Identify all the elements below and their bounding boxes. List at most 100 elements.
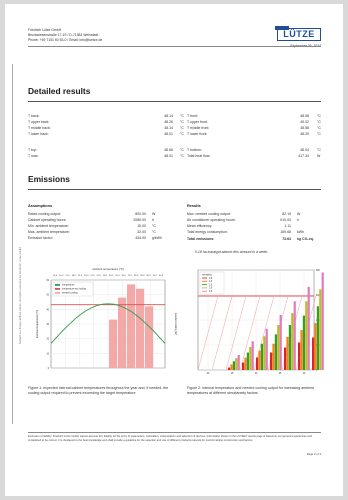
top-tick-label: 24.0 <box>109 275 114 277</box>
assumptions-heading: Assumptions <box>28 204 53 208</box>
logo-bar <box>275 26 289 30</box>
footer-divider <box>28 432 321 433</box>
cooling-bar <box>270 352 273 370</box>
x-tick-label: 30 <box>255 373 258 375</box>
row-label: Mean efficiency: <box>187 224 213 229</box>
top-tick-label: 31.0 <box>153 275 158 277</box>
cooling-bar <box>284 347 287 370</box>
y-tick-label: 0 <box>48 368 50 370</box>
row-label: Total emissions: <box>187 236 215 241</box>
cooling-bar <box>300 330 303 370</box>
value-row: Air conditioner operating hours: 510.00 h <box>187 218 327 224</box>
row-unit: °C <box>317 120 321 125</box>
row-unit: °C <box>180 148 184 152</box>
row-value: 169.68 <box>280 230 291 235</box>
cooling-bar <box>237 355 240 370</box>
row-label: T max: <box>28 154 39 159</box>
legend-swatch <box>55 292 60 294</box>
detailed-results-title: Detailed results <box>28 86 91 96</box>
row-label: T upper front: <box>187 120 208 125</box>
row-value: 2080.00 <box>133 218 146 223</box>
cooling-bar <box>263 336 266 370</box>
row-unit: °C <box>180 114 184 118</box>
row-value: 510.00 <box>280 218 291 223</box>
sensitivity-line <box>211 295 233 371</box>
cooling-bar <box>136 288 145 368</box>
y-tick-label: 0 <box>316 370 318 372</box>
row-label: T top: <box>28 148 37 152</box>
header-right: LÜTZE September 06, 2024 <box>275 26 321 48</box>
value-row: Min. ambient temperature: 15.00 °C <box>28 224 182 230</box>
cabinet-temperature-chart: ambient temperature [°C] 15.0 16.0 17.0 18.0… <box>35 267 178 370</box>
detailed-results-divider <box>28 101 321 102</box>
value-row: Rated cooling output: 800.00 W <box>28 212 182 218</box>
cooling-bar <box>305 301 308 370</box>
row-label: T middle back: <box>28 126 51 131</box>
value-row: Max. ambient temperature: 32.00 °C <box>28 230 182 236</box>
row-value: 48.58 <box>300 126 309 131</box>
cooling-bar <box>274 334 277 370</box>
cooling-bar <box>249 346 252 370</box>
margin-line <box>12 64 13 424</box>
row-unit: °C <box>317 114 321 118</box>
y-tick-label: 20 <box>46 339 49 341</box>
row-label: T middle front: <box>187 126 210 131</box>
row-value: 73.64 <box>282 236 291 241</box>
legend-label: temperature <box>62 284 75 287</box>
value-row: T max: 48.01 °C <box>28 154 210 160</box>
cooling-bar <box>260 343 263 370</box>
row-value: 417.34 <box>298 154 309 159</box>
row-label: Air conditioner operating hours: <box>187 218 236 223</box>
y-tick-label: 60 <box>46 280 49 282</box>
row-value: 48.25 <box>300 132 309 137</box>
figure-1-caption: Figure 1: expected internal cabinet temp… <box>28 386 169 396</box>
x-tick-label: 40 <box>303 373 306 375</box>
sensitivity-line <box>239 295 261 371</box>
legend-swatch <box>55 284 60 286</box>
cooling-bar <box>109 319 118 368</box>
legend-box <box>52 281 94 297</box>
row-value: 48.04 <box>300 148 309 152</box>
temperature-line <box>50 303 166 344</box>
top-tick-label: 22.0 <box>97 275 102 277</box>
row-value: 48.58 <box>300 114 309 118</box>
top-tick-label: 30.0 <box>146 275 151 277</box>
cooling-bar <box>288 325 291 370</box>
figure-2-caption: Figure 2: internal temperature and neede… <box>187 386 315 396</box>
value-row: T middle back: 48.14 °C <box>28 126 210 132</box>
top-tick-label: 26.0 <box>121 275 126 277</box>
top-tick-label: 17.0 <box>65 275 70 277</box>
row-unit: °C <box>152 230 156 235</box>
y-tick-label: 800 <box>316 270 321 272</box>
row-label: T upper back: <box>28 120 50 125</box>
sensitivity-line <box>197 295 219 371</box>
row-label: Emission factor: <box>28 236 53 241</box>
page-number: Page 2 of 3 <box>306 452 321 456</box>
value-row: T lower back: 48.01 °C <box>28 132 210 138</box>
cooling-bar <box>235 358 238 370</box>
x-tick-label: 35 <box>279 373 282 375</box>
value-row: Mean efficiency: 1.11 <box>187 224 327 230</box>
row-value: 15.00 <box>137 224 146 229</box>
legend-label: needed cooling <box>62 293 78 295</box>
sensitivity-chart: 02004006008002025303540sensitivity0.51.0… <box>197 269 324 375</box>
cooling-bar <box>246 352 249 370</box>
value-row: Cabinet operating hours: 2080.00 h <box>28 218 182 224</box>
row-unit: °C <box>317 132 321 137</box>
row-unit: W <box>317 154 321 159</box>
row-label: T bottom: <box>187 148 202 152</box>
row-value: 32.00 <box>137 230 146 235</box>
y-tick-label: 10 <box>46 353 49 355</box>
value-row: Max. needed cooling output: 82.19 W <box>187 212 327 218</box>
cooling-bar <box>293 301 296 370</box>
row-value: 48.26 <box>164 120 173 125</box>
cooling-bar <box>307 286 310 370</box>
cooling-bar <box>228 367 231 370</box>
company-address-block: Friedrich Lütze GmbH Bruckwiesenstraße 1… <box>28 28 102 44</box>
company-name: Friedrich Lütze GmbH <box>28 28 62 32</box>
emissions-divider <box>28 189 321 190</box>
legend-title: sensitivity <box>202 274 213 277</box>
legend-label: temperature wo cooling <box>62 288 87 291</box>
row-value: 48.01 <box>164 132 173 137</box>
top-tick-label: 15.0 <box>53 275 58 277</box>
